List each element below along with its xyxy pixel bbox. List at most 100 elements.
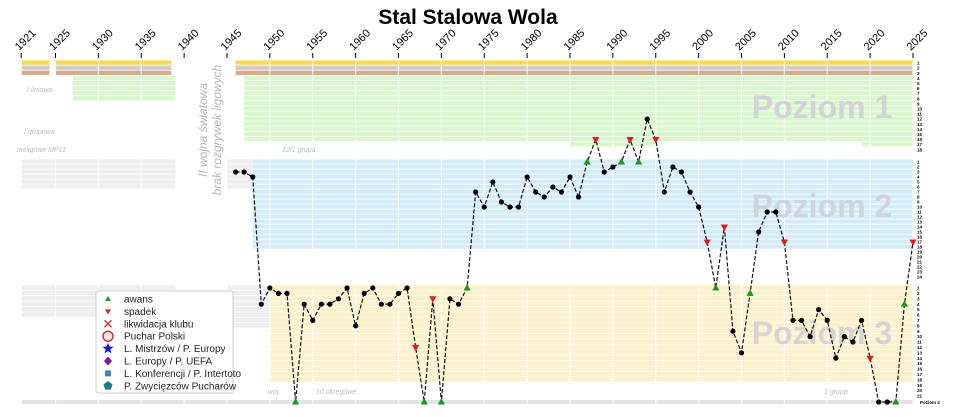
right-axis-label: 3: [917, 296, 920, 301]
x-tick-label: 2000: [690, 27, 716, 53]
right-axis-label: 2: [917, 165, 920, 170]
season-point: [884, 399, 890, 405]
right-axis-label: 1: [917, 286, 920, 291]
band-row: [55, 70, 172, 75]
right-axis-label: 6: [917, 313, 920, 318]
annotations: II wojna światowa brak rozgrywek ligowych…: [17, 64, 848, 396]
right-axis-label: 20: [917, 255, 923, 260]
right-axis-label: 6: [917, 86, 920, 91]
band-row: [252, 209, 914, 214]
x-tick-label: 2010: [776, 27, 802, 53]
promotion-marker: [420, 398, 428, 405]
band-row: [244, 80, 913, 86]
band-row: [244, 101, 913, 106]
band-row: [269, 355, 913, 361]
annotation-text: nieligowe MP11: [17, 147, 66, 154]
promotion-marker: [463, 284, 471, 291]
season-point: [447, 296, 453, 302]
promotion-marker: [635, 158, 643, 165]
right-axis-label: 12: [917, 117, 923, 122]
season-point: [858, 317, 865, 323]
season-point: [344, 285, 350, 291]
watermark-level-1: Poziom 1: [752, 89, 892, 125]
band-row: [269, 285, 913, 290]
season-point: [455, 301, 462, 307]
band-row: [269, 377, 913, 382]
band-row: [269, 312, 913, 317]
x-tick-label: 1960: [347, 27, 373, 53]
right-axis-label: 4: [917, 76, 920, 81]
right-axis-label: 1: [917, 160, 920, 165]
relegation-marker: [429, 296, 437, 303]
right-axis-label: 12: [917, 345, 923, 350]
band-row: [244, 75, 913, 81]
right-axis-label: 22: [917, 265, 923, 270]
season-point: [696, 204, 702, 210]
right-axis-label: 10: [917, 205, 923, 210]
season-point: [601, 169, 607, 175]
season-point: [575, 194, 582, 200]
triangle-up-icon: [105, 296, 111, 301]
annotation-text: 12/1 grupa: [282, 147, 316, 154]
band-row: [21, 60, 50, 65]
right-axis-label: 12: [917, 215, 923, 220]
band-row: [269, 350, 913, 355]
right-axis-label: 16: [917, 367, 923, 372]
season-point: [361, 290, 367, 296]
x-tick-label: 2005: [733, 27, 759, 53]
band-row: [269, 323, 913, 328]
season-point: [841, 334, 848, 340]
promotion-marker: [892, 398, 900, 405]
square-icon: [105, 370, 111, 377]
legend-label: Puchar Polski: [124, 332, 185, 343]
right-axis-label: 16: [917, 137, 923, 142]
season-point: [490, 179, 496, 185]
right-axis-label: 21: [917, 260, 923, 265]
band-row: [252, 234, 914, 239]
band-row: [252, 224, 914, 229]
position-series: [232, 116, 917, 405]
relegation-marker: [720, 224, 728, 231]
right-axis-label: 17: [917, 142, 923, 147]
season-point: [833, 355, 839, 361]
right-axis-label: 23: [917, 270, 923, 275]
season-point: [550, 184, 556, 190]
band-row: [252, 184, 914, 189]
season-point: [687, 189, 693, 195]
watermark-level-3: Poziom 3: [752, 315, 892, 351]
band-row: [269, 344, 913, 350]
band-row: [227, 306, 270, 312]
annotation-text: 10 okręgowe: [316, 389, 356, 396]
season-point: [661, 189, 667, 195]
right-axis: 1234567891011121314151617181234567891011…: [917, 61, 940, 405]
star-icon: [102, 342, 114, 354]
band-row: [227, 323, 270, 328]
season-point: [773, 209, 779, 215]
season-point: [850, 339, 856, 345]
right-axis-label: 7: [917, 91, 920, 96]
pentagon-icon: [103, 381, 113, 390]
season-point: [301, 301, 307, 307]
legend-label: L. Konferencji / P. Intertoto: [124, 369, 242, 380]
season-point: [353, 323, 359, 329]
right-axis-label: 24: [917, 275, 923, 280]
right-axis-label: 14: [917, 127, 923, 132]
right-axis-label: 18: [917, 245, 923, 250]
band-row: [252, 194, 914, 199]
season-point: [310, 317, 316, 323]
band-row: [861, 142, 913, 147]
x-tick-label: 1955: [304, 27, 330, 53]
band-row: [72, 91, 176, 96]
x-tick-label: 1975: [476, 27, 502, 53]
right-axis-label: 14: [917, 225, 923, 230]
war-label-2: brak rozgrywek ligowych: [210, 64, 224, 195]
season-point: [378, 301, 384, 307]
band-row: [235, 70, 913, 75]
season-point: [370, 285, 376, 291]
season-point: [738, 350, 745, 356]
band-row: [269, 333, 913, 339]
x-tick-label: 2025: [905, 27, 931, 53]
band-row: [227, 285, 270, 290]
band-row: [227, 174, 253, 179]
season-point: [567, 174, 573, 180]
